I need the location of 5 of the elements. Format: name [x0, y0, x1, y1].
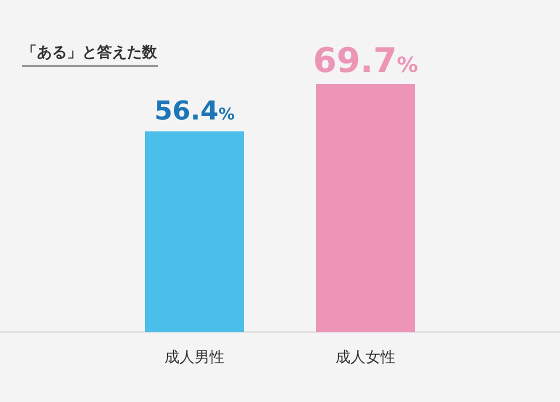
x-tick-label: 成人男性 — [164, 348, 224, 366]
x-tick-label: 成人女性 — [336, 348, 396, 366]
chart-title: 「ある」と答えた数 — [22, 43, 158, 61]
data-label: 69.7% — [312, 41, 418, 81]
data-label: 56.4% — [154, 96, 235, 126]
